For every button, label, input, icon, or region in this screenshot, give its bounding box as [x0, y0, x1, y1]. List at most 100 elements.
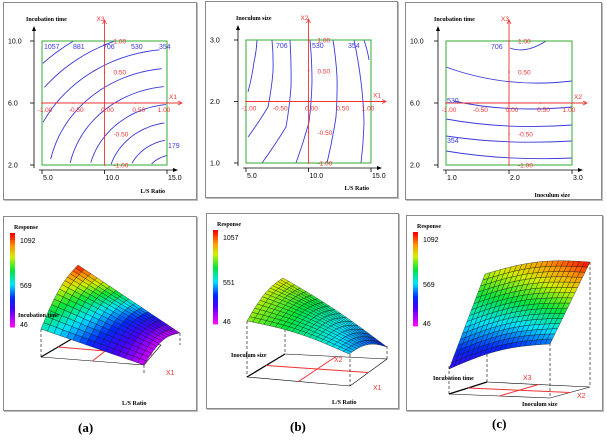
colorbar-segment [213, 312, 218, 315]
colorbar-tick-label: 1092 [423, 237, 439, 244]
colorbar-segment [213, 316, 218, 320]
surface-cell [582, 261, 591, 268]
contour-line [326, 39, 338, 164]
colorbar-segment [213, 234, 218, 238]
colorbar-segment [413, 255, 418, 259]
colorbar-segment [413, 314, 418, 317]
colorbar-segment [213, 284, 218, 287]
coded-x-tick [370, 100, 372, 103]
coded-x-tick [445, 102, 447, 104]
colorbar-segment [413, 304, 418, 308]
coded-x-name: X1 [373, 93, 381, 100]
colorbar-segment [413, 253, 418, 256]
x-axis-arrow [578, 168, 583, 172]
colorbar-segment [413, 250, 418, 254]
floor-outline [246, 353, 388, 387]
coded-y-tick-label: 0.50 [518, 70, 531, 77]
y-axis-title: Incubation time [434, 17, 475, 23]
coded-x-tick-label: 1.00 [362, 106, 375, 113]
colorbar-segment [413, 279, 418, 282]
contour-line [44, 40, 115, 88]
contour-line [247, 39, 274, 138]
coded-y-tick [103, 164, 106, 166]
coded-x-arrow [582, 100, 588, 106]
coded-x-name: X1 [169, 94, 177, 101]
y-axis-title: Incubation time [18, 313, 59, 319]
x-tick-label: 5.0 [247, 173, 257, 180]
colorbar-segment [213, 286, 218, 290]
colorbar-segment [413, 262, 418, 266]
coded-y-tick [508, 133, 510, 135]
colorbar-segment [213, 272, 218, 276]
coded-x-tick [41, 102, 43, 104]
surface-cell [378, 341, 388, 348]
colorbar-segment [213, 269, 218, 273]
x-axis-title: Inoculum size [522, 402, 558, 408]
colorbar-segment [213, 265, 218, 268]
coded-y-tick [103, 71, 106, 73]
coded-y-tick-label: -1.00 [318, 161, 333, 168]
y-tick-label: 6.0 [8, 101, 18, 108]
contour-label: 881 [73, 44, 85, 51]
z-axis-title: Response [417, 224, 441, 230]
coded-y-tick [508, 164, 510, 166]
coded-y-name: X3 [501, 16, 509, 23]
colorbar-segment [413, 288, 418, 292]
coded-x-tick-label: -1.00 [442, 107, 457, 114]
colorbar-segment [213, 305, 218, 308]
colorbar-segment [10, 324, 15, 328]
caption-a: (a) [78, 420, 94, 435]
caption-b: (b) [290, 419, 306, 434]
coded-x-tick-label: -0.50 [273, 106, 288, 113]
coded-y-name: X3 [523, 375, 532, 382]
colorbar-segment [10, 298, 15, 302]
coded-y-tick-label: 1.00 [318, 38, 331, 45]
contour-label: 530 [447, 98, 459, 105]
coded-x-tick-label: 0.50 [537, 107, 550, 114]
colorbar-segment [213, 291, 218, 294]
coded-x-tick-label: -0.50 [473, 107, 488, 114]
coded-y-tick-label: -1.00 [518, 163, 533, 170]
colorbar-segment [413, 234, 418, 238]
colorbar-segment [213, 274, 218, 278]
contour-line [261, 39, 292, 164]
y-tick-label: 6.0 [410, 101, 420, 108]
colorbar-segment [413, 281, 418, 285]
contour-line [445, 150, 573, 160]
coded-y-tick [103, 40, 106, 42]
x-axis-arrow [173, 168, 178, 172]
contour-plot-b: Inoculum size L/S Ratio 1.0 2.0 3.0 5.0 10.0 15… [210, 15, 387, 192]
contour-line [363, 39, 370, 61]
colorbar-segment [213, 288, 218, 292]
x-tick-label: 10.0 [106, 175, 120, 182]
colorbar-segment [10, 261, 15, 264]
colorbar-segment [413, 232, 418, 235]
colorbar-segment [413, 248, 418, 252]
coded-x-tick [539, 102, 542, 104]
x-axis-title: L/S Ratio [344, 186, 369, 192]
surface-cell [170, 328, 181, 334]
colorbar-segment [413, 257, 418, 261]
x-axis-title: L/S Ratio [122, 401, 147, 407]
colorbar-segment [413, 243, 418, 247]
colorbar-segment [413, 321, 418, 325]
colorbar-segment [213, 246, 218, 250]
x-tick-label: 15.0 [168, 175, 182, 182]
colorbar-segment [213, 248, 218, 252]
y-axis-arrow [436, 26, 440, 31]
coded-y-tick [307, 39, 310, 41]
colorbar-segment [10, 287, 15, 290]
colorbar-segment [10, 319, 15, 323]
colorbar-segment [10, 294, 15, 297]
contour-line [90, 104, 166, 163]
coded-x-tick-label: 0.00 [506, 107, 519, 114]
y-axis-title: Inoculum size [236, 16, 272, 22]
colorbar-segment [413, 267, 418, 270]
colorbar-segment [10, 315, 15, 318]
colorbar-segment [413, 323, 418, 327]
coded-x-tick [307, 100, 310, 103]
colorbar-tick-label: 569 [20, 283, 32, 290]
coded-y-tick [508, 40, 510, 42]
coded-x-arrow [177, 100, 183, 106]
coded-x-tick [245, 100, 247, 103]
